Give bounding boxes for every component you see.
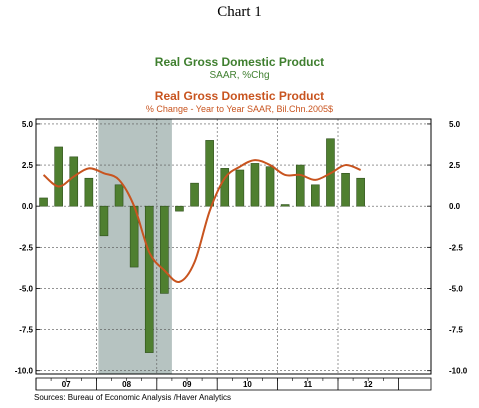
y-tick-label-right: -5.0 bbox=[449, 284, 463, 293]
y-tick-label-left: -2.5 bbox=[19, 243, 33, 252]
y-tick-label-left: -10.0 bbox=[15, 367, 34, 376]
x-tick-label: 08 bbox=[122, 380, 131, 389]
line-series-title: Real Gross Domestic Product bbox=[154, 89, 325, 103]
gdp-bar bbox=[220, 168, 230, 207]
bar-series-subtitle: SAAR, %Chg bbox=[209, 70, 270, 81]
y-tick-label-left: -7.5 bbox=[19, 326, 33, 335]
gdp-bar bbox=[341, 172, 350, 207]
gdp-bar bbox=[54, 146, 63, 207]
y-tick-label-right: -2.5 bbox=[449, 243, 463, 252]
gdp-bar bbox=[356, 177, 365, 207]
y-tick-label-right: -7.5 bbox=[449, 326, 463, 335]
y-tick-label-left: 0.0 bbox=[22, 202, 34, 211]
gdp-bar bbox=[175, 205, 184, 212]
y-tick-label-right: 5.0 bbox=[449, 120, 461, 129]
gdp-bar bbox=[265, 166, 275, 207]
x-tick-label: 10 bbox=[243, 380, 252, 389]
gdp-bar bbox=[235, 169, 245, 207]
gdp-bar bbox=[205, 140, 214, 207]
gdp-bar bbox=[311, 184, 320, 207]
x-tick-label: 09 bbox=[183, 380, 192, 389]
x-tick-label: 11 bbox=[304, 380, 313, 389]
gdp-bar bbox=[99, 205, 109, 237]
gdp-bar bbox=[144, 205, 154, 353]
plot-frame bbox=[35, 118, 432, 375]
bar-series-title: Real Gross Domestic Product bbox=[154, 55, 325, 69]
gdp-bar bbox=[69, 156, 79, 207]
y-tick-label-right: 2.5 bbox=[449, 161, 461, 170]
x-tick-label: 12 bbox=[364, 380, 373, 389]
gdp-bar bbox=[160, 205, 169, 294]
x-tick-label: 07 bbox=[62, 380, 71, 389]
yoy-line bbox=[42, 159, 362, 283]
chart-number: Chart 1 bbox=[217, 4, 262, 20]
gdp-bar bbox=[114, 184, 124, 207]
gdp-bar bbox=[39, 197, 48, 207]
line-series-subtitle: % Change - Year to Year SAAR, Bil.Chn.20… bbox=[145, 104, 334, 114]
gdp-bar bbox=[280, 204, 290, 207]
gdp-bar bbox=[190, 182, 199, 207]
source-note: Sources: Bureau of Economic Analysis /Ha… bbox=[34, 393, 231, 402]
gdp-bar bbox=[250, 163, 260, 207]
y-tick-label-right: 0.0 bbox=[449, 202, 461, 211]
y-tick-label-right: -10.0 bbox=[449, 367, 468, 376]
y-tick-label-left: -5.0 bbox=[19, 284, 33, 293]
gdp-bar bbox=[295, 164, 305, 207]
gdp-bar bbox=[84, 177, 94, 207]
y-tick-label-left: 5.0 bbox=[22, 120, 34, 129]
y-tick-label-left: 2.5 bbox=[22, 161, 34, 170]
